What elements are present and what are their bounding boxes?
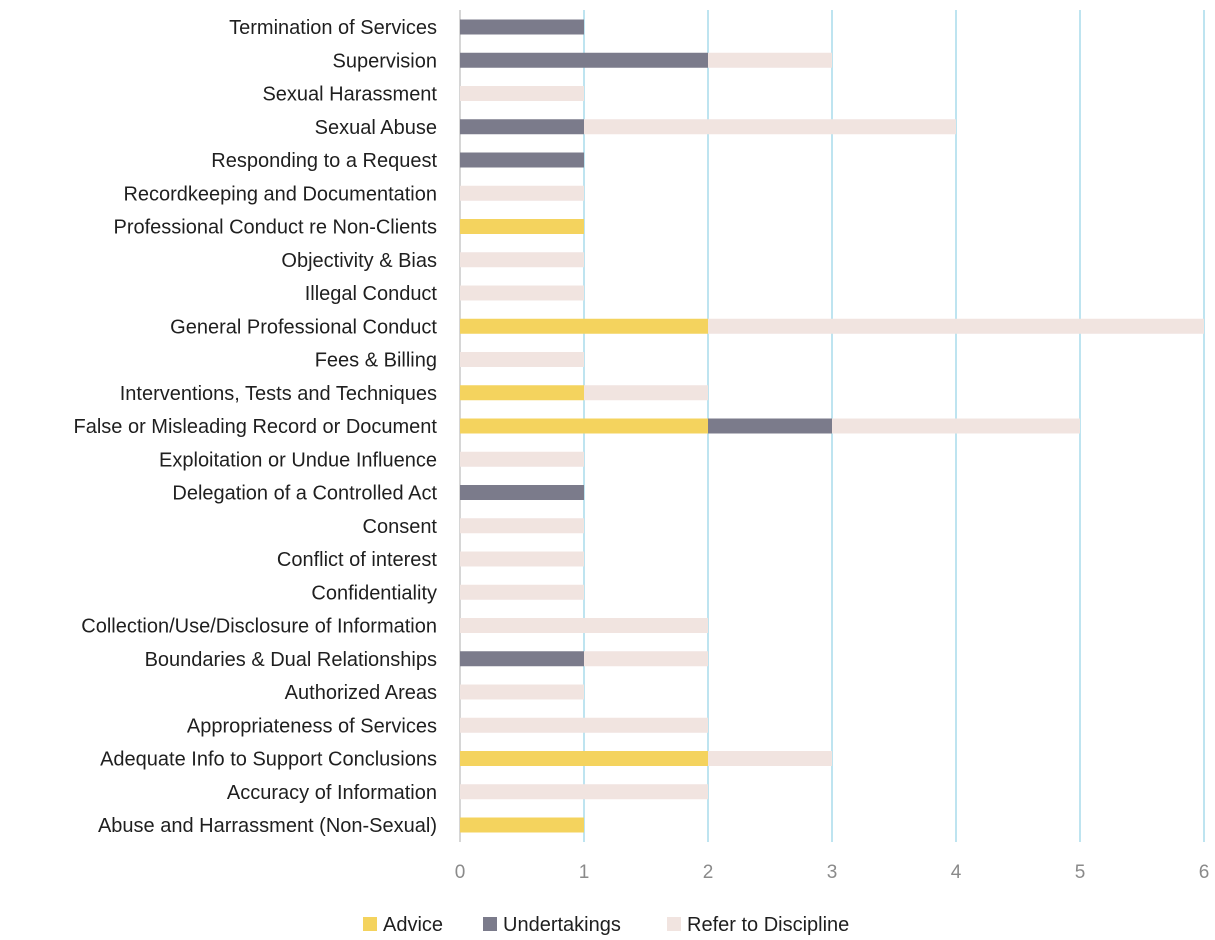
- legend-swatch-undertakings: [483, 917, 497, 931]
- category-label: Interventions, Tests and Techniques: [120, 383, 437, 405]
- category-label: Termination of Services: [229, 17, 437, 39]
- legend: Advice Undertakings Refer to Discipline: [363, 914, 849, 936]
- category-label: Exploitation or Undue Influence: [159, 449, 437, 471]
- category-label: Objectivity & Bias: [281, 250, 437, 272]
- bar-refer-to-discipline: [584, 119, 956, 135]
- bar-refer-to-discipline: [708, 751, 832, 766]
- bar-refer-to-discipline: [708, 318, 1204, 334]
- bar-refer-to-discipline: [460, 451, 584, 467]
- bar-advice: [460, 219, 584, 234]
- category-label: Accuracy of Information: [227, 782, 437, 804]
- legend-label-advice: Advice: [383, 914, 443, 936]
- category-label: Conflict of interest: [277, 549, 438, 571]
- category-label: Sexual Abuse: [315, 117, 437, 139]
- legend-swatch-refer-to-discipline: [667, 917, 681, 931]
- bar-advice: [460, 318, 708, 334]
- bar-undertakings: [460, 52, 708, 68]
- bar-undertakings: [460, 651, 584, 667]
- x-tick-label: 0: [455, 862, 466, 883]
- category-label: Recordkeeping and Documentation: [123, 183, 437, 205]
- bars: [460, 19, 1204, 833]
- category-label: Adequate Info to Support Conclusions: [100, 749, 437, 771]
- bar-refer-to-discipline: [460, 352, 584, 367]
- category-label: Illegal Conduct: [305, 283, 438, 305]
- bar-undertakings: [460, 119, 584, 135]
- bar-refer-to-discipline: [584, 651, 708, 667]
- bar-refer-to-discipline: [460, 551, 584, 567]
- category-label: Confidentiality: [311, 582, 437, 604]
- bar-refer-to-discipline: [460, 86, 584, 101]
- bar-undertakings: [708, 418, 832, 434]
- category-label: Professional Conduct re Non-Clients: [114, 217, 438, 239]
- x-tick-label: 6: [1199, 862, 1210, 883]
- bar-refer-to-discipline: [584, 385, 708, 401]
- category-label: Appropriateness of Services: [187, 715, 437, 737]
- legend-label-refer-to-discipline: Refer to Discipline: [687, 914, 849, 936]
- bar-undertakings: [460, 485, 584, 500]
- category-label: Supervision: [332, 50, 437, 72]
- x-tick-label: 4: [951, 862, 962, 883]
- x-tick-label: 3: [827, 862, 838, 883]
- category-label: General Professional Conduct: [170, 316, 437, 338]
- bar-advice: [460, 817, 584, 833]
- category-label: Collection/Use/Disclosure of Information: [81, 616, 437, 638]
- bar-refer-to-discipline: [460, 252, 584, 268]
- category-label: Consent: [363, 516, 438, 538]
- bar-advice: [460, 385, 584, 401]
- category-label: Fees & Billing: [315, 350, 437, 372]
- x-tick-label: 1: [579, 862, 590, 883]
- bar-refer-to-discipline: [708, 52, 832, 68]
- x-axis-tick-labels: 0 1 2 3 4 5 6: [455, 862, 1210, 883]
- bar-refer-to-discipline: [460, 684, 584, 700]
- bar-refer-to-discipline: [460, 784, 708, 800]
- bar-refer-to-discipline: [460, 185, 584, 201]
- category-label: Authorized Areas: [285, 682, 437, 704]
- bar-refer-to-discipline: [832, 418, 1080, 434]
- bar-refer-to-discipline: [460, 285, 584, 301]
- bar-refer-to-discipline: [460, 518, 584, 534]
- legend-label-undertakings: Undertakings: [503, 914, 621, 936]
- bar-refer-to-discipline: [460, 618, 708, 633]
- category-label: Delegation of a Controlled Act: [172, 483, 437, 505]
- category-label: Responding to a Request: [211, 150, 437, 172]
- bar-undertakings: [460, 19, 584, 35]
- category-label: Boundaries & Dual Relationships: [145, 649, 437, 671]
- category-label: Abuse and Harrassment (Non-Sexual): [98, 815, 437, 837]
- bar-advice: [460, 751, 708, 766]
- x-tick-label: 5: [1075, 862, 1086, 883]
- legend-swatch-advice: [363, 917, 377, 931]
- category-label: Sexual Harassment: [262, 84, 437, 106]
- bar-undertakings: [460, 152, 584, 168]
- category-labels: Termination of Services Supervision Sexual…: [74, 17, 438, 837]
- bar-refer-to-discipline: [460, 717, 708, 733]
- bar-refer-to-discipline: [460, 584, 584, 600]
- x-tick-label: 2: [703, 862, 714, 883]
- category-label: False or Misleading Record or Document: [74, 416, 438, 438]
- bar-advice: [460, 418, 708, 434]
